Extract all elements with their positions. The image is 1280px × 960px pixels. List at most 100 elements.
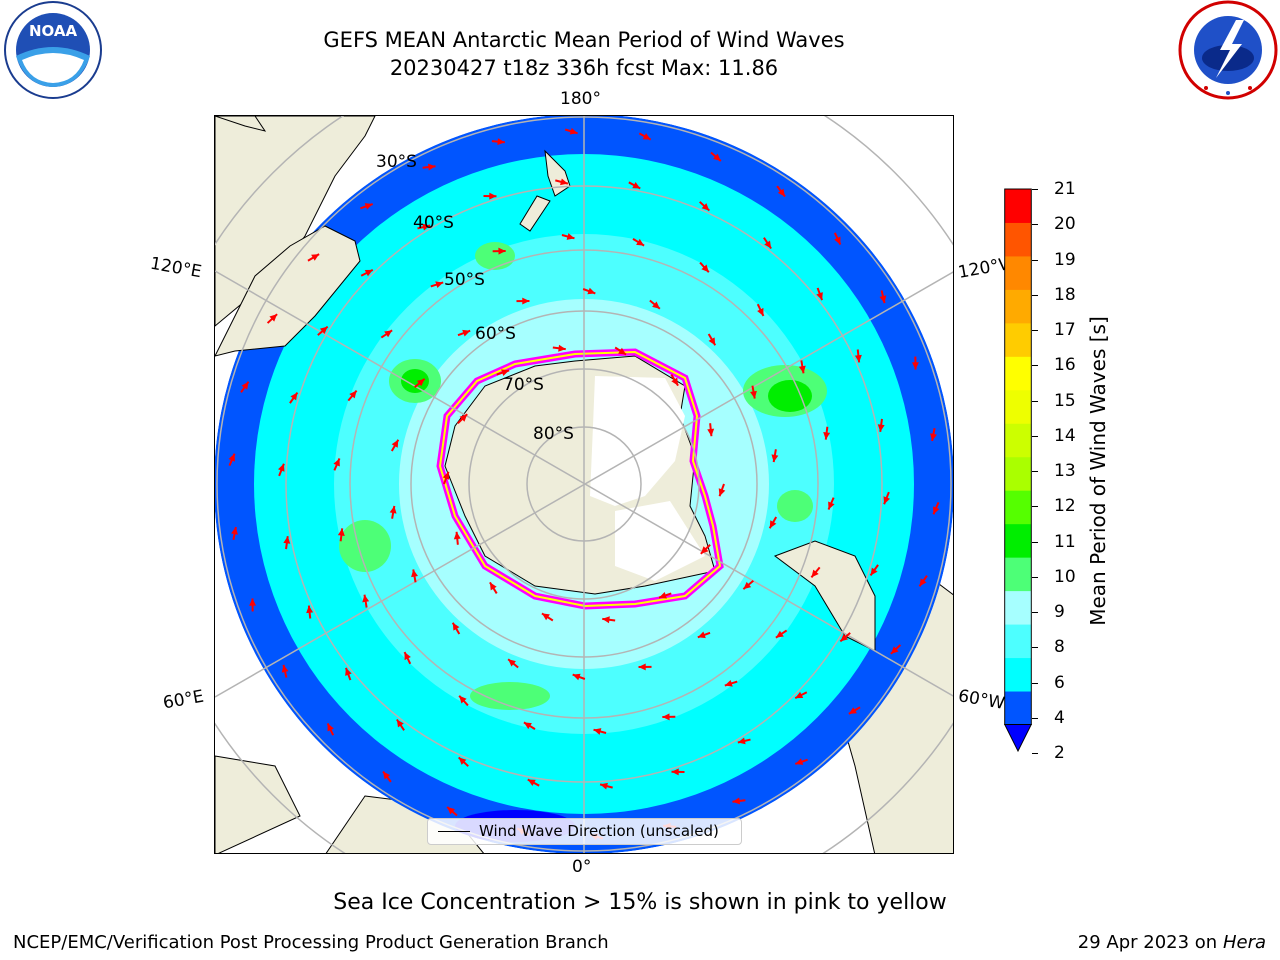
wave-arrow-head [883,496,890,505]
wave-arrow-head [558,344,566,352]
colorbar-tick-mark [1032,717,1038,719]
colorbar-tick-mark [1032,330,1038,331]
map-legend: Wind Wave Direction (unscaled) [427,818,742,845]
colorbar-segment [1004,557,1032,592]
wave-arrow-head [933,506,940,515]
wave-arrow-head [569,127,578,135]
wave-arrow-head [391,439,399,448]
colorbar-tick-mark [1032,365,1038,367]
wave-arrow-head [840,634,849,642]
wave-arrow-head [572,673,581,681]
wave-arrow-head [662,713,670,721]
wave-arrow-head [396,719,404,728]
wave-arrow-head [848,707,857,714]
lat-label-70s: 70°S [503,375,544,395]
wave-arrow-head [795,758,804,765]
lon-label-0: 0° [572,857,592,877]
colorbar-segment [1004,423,1032,458]
wave-arrow-head [541,613,550,621]
wave-arrow-head [764,240,772,249]
wave-arrow-head [452,622,460,631]
wave-arrow-head [636,238,645,246]
wave-arrow-head [416,378,425,387]
colorbar-segment [1004,657,1032,692]
wave-arrow-head [427,163,436,171]
wave-arrow-head [718,488,726,497]
host-name: Hera [1222,932,1266,953]
lat-label-60s: 60°S [475,324,516,344]
wave-arrow-head [798,365,806,374]
colorbar-tick-mark [1032,471,1038,472]
wave-arrow-head [566,233,575,240]
wave-arrow-head [345,667,352,676]
wind-wave-arrows [228,127,940,841]
wave-arrow-head [618,347,627,355]
lon-label-120e: 120°E [148,253,204,283]
wave-arrow-head [587,287,596,295]
wave-arrow-head [707,428,715,437]
colorbar-tick-mark [1032,753,1038,754]
colorbar-segment [1004,189,1032,223]
colorbar-tick-label: 18 [1054,284,1076,305]
wave-arrow-head [283,536,291,544]
wave-arrow-head [523,722,532,730]
lat-label-50s: 50°S [444,270,485,290]
credit-text: NCEP/EMC/Verification Post Processing Pr… [13,932,609,953]
colorbar-tick-mark [1032,506,1038,508]
colorbar-tick-label: 14 [1054,425,1076,446]
colorbar-tick-label: 15 [1054,390,1076,411]
wave-arrow-head [459,414,468,422]
wave-arrow-head [281,664,289,673]
wave-arrow-head [404,652,411,661]
wave-arrow-head [349,390,357,399]
wave-arrow-head [459,695,467,704]
colorbar-segment [1004,624,1032,659]
wave-arrow-head [278,463,285,472]
colorbar-under-extension [1003,724,1033,753]
wave-arrow-head [364,269,373,277]
colorbar-segment [1004,356,1032,391]
wave-arrow-head [447,806,455,815]
chart-subtitle: 20230427 t18z 336h fcst Max: 11.86 [389,56,779,80]
wave-arrow-head [489,582,497,591]
colorbar-tick-label: 21 [1054,179,1076,199]
wave-arrow-head [700,546,709,554]
wave-arrow-head [877,424,885,432]
wave-arrow-head [911,362,919,370]
colorbar-tick-label: 10 [1054,566,1076,587]
wave-arrow-head [498,247,506,255]
colorbar-tick-label: 17 [1054,320,1076,340]
colorbar-segment [1004,322,1032,357]
colorbar-tick-mark [1032,189,1038,190]
colorbar-tick-label: 4 [1054,707,1065,728]
wave-arrow-head [750,390,757,399]
wave-arrow-head [823,432,831,440]
wave-arrow-head [713,153,721,162]
colorbar-tick-mark [1032,259,1038,261]
wave-arrow-head [652,301,660,309]
wave-arrow-head [362,594,370,603]
legend-line-swatch [438,831,470,832]
colorbar-label: Mean Period of Wind Waves [s] [1086,316,1110,626]
sea-ice-edge [436,348,724,610]
wave-arrow-head [775,630,784,638]
wave-arrow-head [560,178,568,186]
colorbar-segment [1004,456,1032,491]
wave-arrow-head [527,779,536,786]
wave-arrow-head [879,295,887,304]
colorbar-segment [1004,255,1032,290]
lon-label-60e: 60°E [161,686,206,714]
wave-arrow-head [306,605,314,614]
wave-arrow-head [497,138,505,146]
graticule [215,116,953,853]
run-date-text: 29 Apr 2023 on [1077,932,1218,953]
colorbar-frame [1004,188,1032,725]
noaa-logo: NOAA [0,0,106,100]
wave-arrow-head [327,723,334,732]
colorbar-tick-label: 11 [1054,531,1076,552]
polar-map [215,116,953,853]
colorbar-tick-mark [1032,400,1038,402]
wave-arrow-head [600,782,608,790]
nws-logo [1176,0,1280,100]
wave-arrow-head [737,737,746,745]
